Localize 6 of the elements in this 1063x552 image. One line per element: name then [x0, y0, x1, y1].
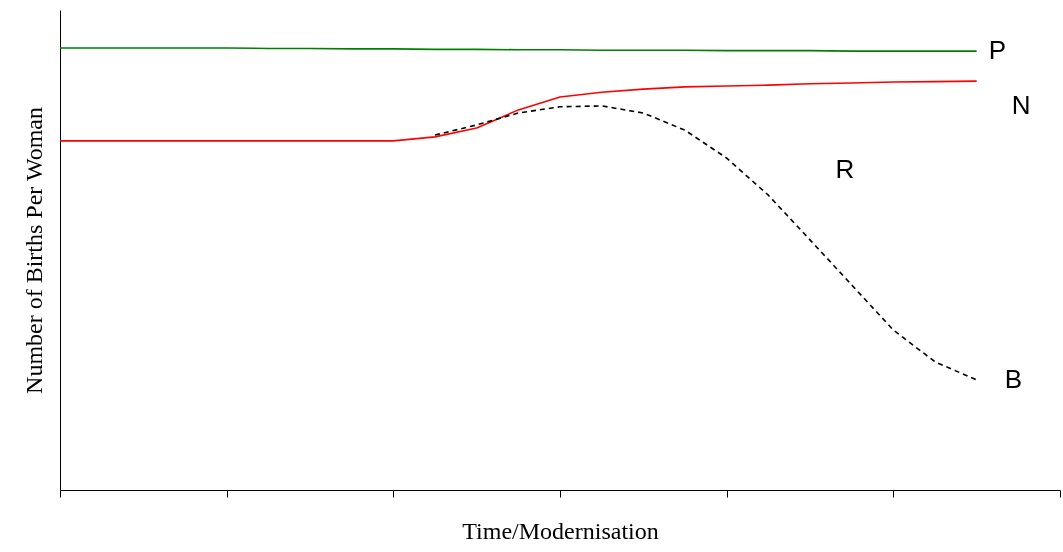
annotation: R	[835, 154, 855, 184]
y-axis-title: Number of Births Per Woman	[20, 107, 47, 394]
series-label: P	[988, 35, 1007, 66]
series-label: N	[1011, 90, 1031, 121]
series-label: B	[1004, 363, 1023, 394]
x-axis-title: Time/Modernisation	[462, 518, 659, 544]
